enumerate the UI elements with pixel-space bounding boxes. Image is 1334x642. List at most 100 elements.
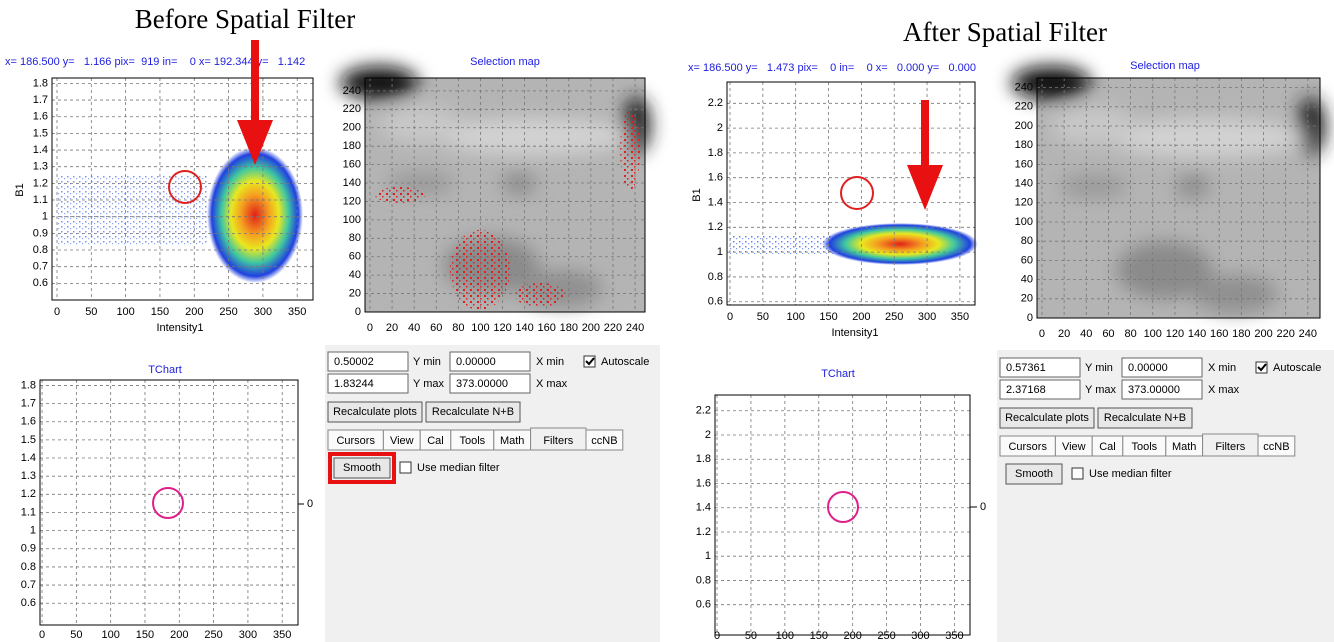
x-tick-label: 350 xyxy=(951,311,969,323)
x-tick-label: 250 xyxy=(219,306,237,318)
x-tick-label: 0 xyxy=(714,630,720,642)
x-tick-label: 100 xyxy=(1144,328,1162,340)
y-tick-label: 1.8 xyxy=(708,147,723,159)
x-tick-label: 200 xyxy=(185,306,203,318)
tab-label: View xyxy=(1062,441,1086,453)
button[interactable] xyxy=(999,407,1095,429)
text-input[interactable] xyxy=(1121,357,1203,378)
map-frame xyxy=(1036,77,1321,319)
selected-pixels xyxy=(450,230,510,310)
text-input[interactable] xyxy=(449,351,531,372)
y-tick-label: 1.2 xyxy=(696,526,711,538)
tab[interactable] xyxy=(1257,435,1296,457)
y-tick-label: 160 xyxy=(343,159,361,171)
x-tick-label: 80 xyxy=(452,322,464,334)
checkbox[interactable] xyxy=(399,461,412,474)
button[interactable] xyxy=(327,401,423,423)
y-tick-label: 0.8 xyxy=(708,271,723,283)
text-input[interactable] xyxy=(999,379,1081,400)
tab-label: Cal xyxy=(427,435,444,447)
y-tick-label: 1.7 xyxy=(21,397,36,409)
y-tick-label: 0.6 xyxy=(33,277,48,289)
field-label: Y max xyxy=(413,378,444,390)
x-tick-label: 300 xyxy=(254,306,272,318)
text-input[interactable] xyxy=(327,351,409,372)
x-tick-label: 180 xyxy=(1232,328,1250,340)
y-tick-label: 1.6 xyxy=(21,416,36,428)
y-tick-label: 1.6 xyxy=(696,477,711,489)
text-input[interactable] xyxy=(999,357,1081,378)
tab[interactable] xyxy=(585,429,624,451)
field-label: Y min xyxy=(413,356,441,368)
y-tick-label: 0 xyxy=(1027,312,1033,324)
y-tick-label: 1.1 xyxy=(21,506,36,518)
arrow-head xyxy=(237,120,273,165)
checkbox[interactable] xyxy=(1071,467,1084,480)
map-shade xyxy=(379,106,463,144)
x-tick-label: 100 xyxy=(116,306,134,318)
x-tick-label: 240 xyxy=(626,322,644,334)
x-tick-label: 350 xyxy=(273,629,291,641)
y-tick-label: 0 xyxy=(355,306,361,318)
y-tick-label: 180 xyxy=(343,140,361,152)
y-tick-label: 80 xyxy=(1021,235,1033,247)
x-tick-label: 200 xyxy=(843,630,861,642)
x-tick-label: 120 xyxy=(493,322,511,334)
tab-label: Tools xyxy=(459,435,485,447)
smooth-button[interactable] xyxy=(1005,463,1063,485)
y-tick-label: 2 xyxy=(705,429,711,441)
checkbox-label: Use median filter xyxy=(417,462,500,474)
x-tick-label: 250 xyxy=(877,630,895,642)
y-tick-label: 0.9 xyxy=(21,543,36,555)
scatter-points xyxy=(730,236,840,254)
tchart-frame xyxy=(39,379,299,626)
tab-label: Cursors xyxy=(1008,441,1047,453)
text-input[interactable] xyxy=(327,373,409,394)
selection-circle xyxy=(168,170,202,204)
panel-title: After Spatial Filter xyxy=(903,17,1107,47)
checkbox[interactable] xyxy=(583,355,596,368)
y-tick-label: 220 xyxy=(1015,101,1033,113)
checkbox[interactable] xyxy=(1255,361,1268,374)
tchart-title: TChart xyxy=(821,368,855,380)
y-tick-label: 0.7 xyxy=(33,261,48,273)
x-tick-label: 120 xyxy=(1166,328,1184,340)
y-tick-label: 0.9 xyxy=(33,227,48,239)
y-tick-label: 140 xyxy=(1015,178,1033,190)
y-tick-label: 1.1 xyxy=(33,194,48,206)
y-tick-label: 1 xyxy=(705,550,711,562)
x-axis-label: Intensity1 xyxy=(156,322,203,334)
scatter-density xyxy=(207,147,303,283)
y-tick-label: 1.6 xyxy=(708,172,723,184)
map-shade xyxy=(1011,66,1091,100)
x-tick-label: 350 xyxy=(288,306,306,318)
x-tick-label: 20 xyxy=(386,322,398,334)
button[interactable] xyxy=(425,401,521,423)
x-tick-label: 220 xyxy=(1276,328,1294,340)
status-line: x= 186.500 y= 1.473 pix= 0 in= 0 x= 0.00… xyxy=(688,62,976,74)
y-tick-label: 80 xyxy=(349,232,361,244)
input-value: 373.00000 xyxy=(1128,384,1180,396)
tab-label: Cal xyxy=(1099,441,1116,453)
y-tick-label: 2.2 xyxy=(708,97,723,109)
x-tick-label: 0 xyxy=(367,322,373,334)
input-value: 0.00000 xyxy=(1128,362,1168,374)
y-tick-label: 180 xyxy=(1015,139,1033,151)
y-tick-label: 1.7 xyxy=(33,94,48,106)
highlight-box xyxy=(328,452,396,484)
y-tick-label: 1.2 xyxy=(708,221,723,233)
smooth-button-label: Smooth xyxy=(1015,468,1053,480)
x-tick-label: 140 xyxy=(515,322,533,334)
smooth-button[interactable] xyxy=(333,457,391,479)
y-tick-label: 1.8 xyxy=(33,77,48,89)
map-shade xyxy=(1192,274,1278,314)
x-tick-label: 150 xyxy=(151,306,169,318)
side-label: 0 xyxy=(980,501,986,513)
y-tick-label: 1.5 xyxy=(21,434,36,446)
tchart-frame xyxy=(714,394,971,636)
x-tick-label: 100 xyxy=(787,311,805,323)
check-mark xyxy=(585,357,595,366)
button[interactable] xyxy=(1097,407,1193,429)
text-input[interactable] xyxy=(1121,379,1203,400)
text-input[interactable] xyxy=(449,373,531,394)
